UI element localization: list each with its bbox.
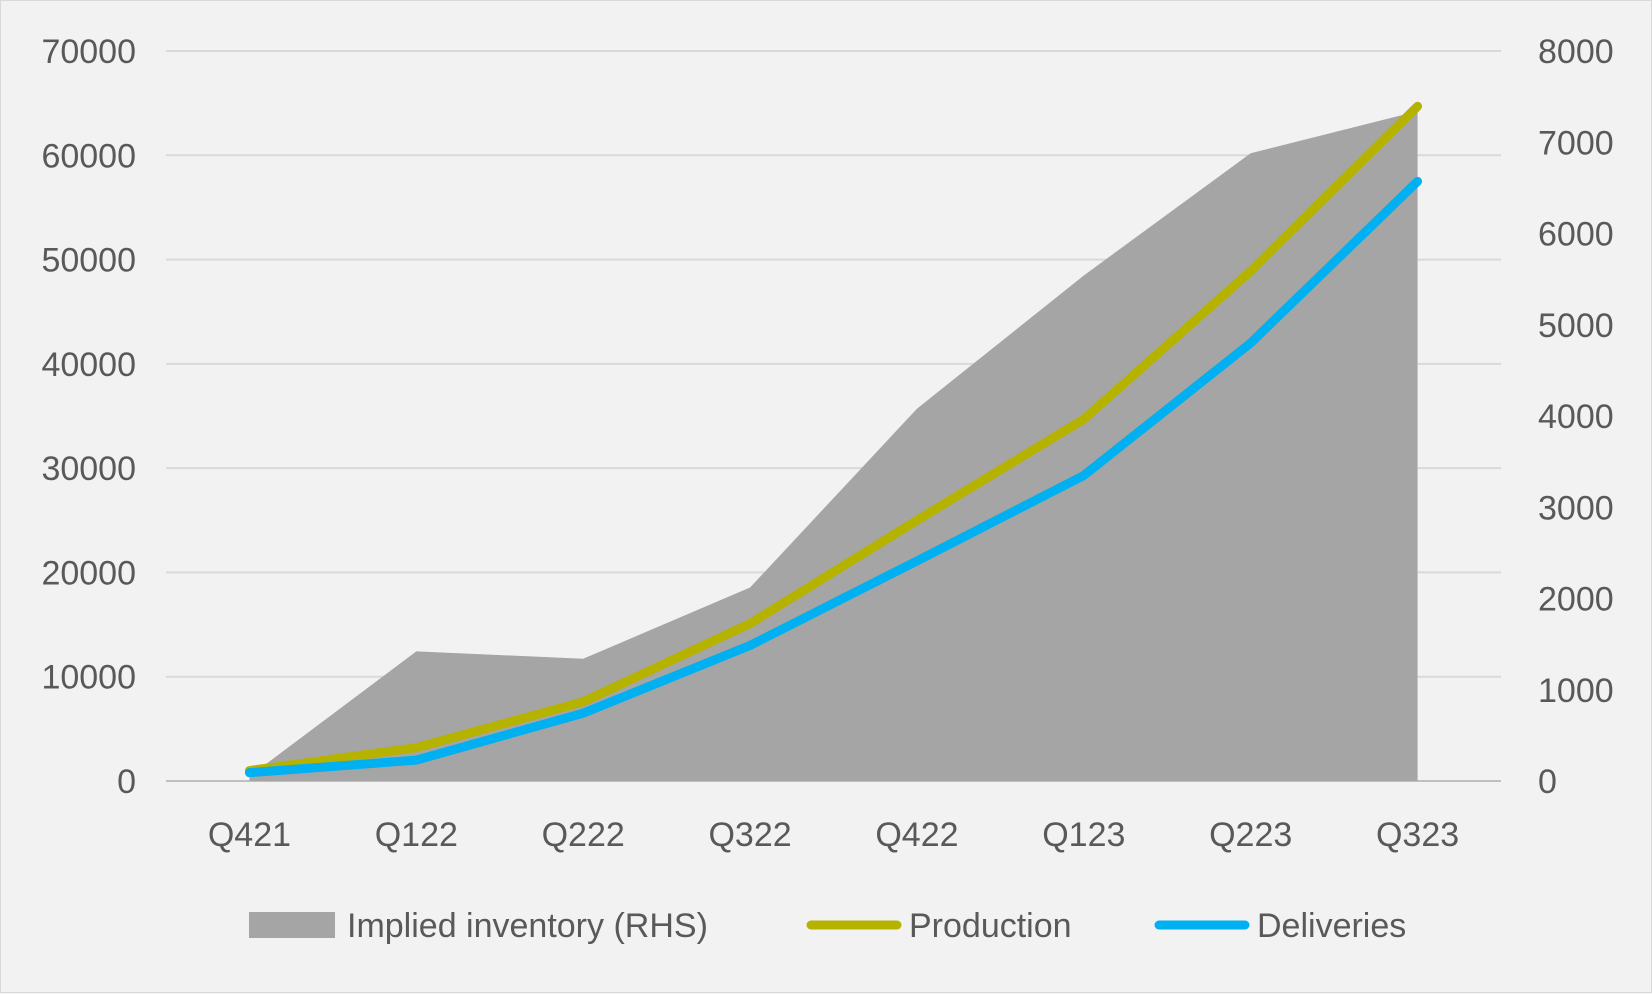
- x-tick-label: Q422: [875, 816, 958, 854]
- y-left-tick-label: 10000: [41, 659, 136, 697]
- x-tick-label: Q223: [1209, 816, 1292, 854]
- x-tick-label: Q323: [1376, 816, 1459, 854]
- y-right-tick-label: 4000: [1538, 398, 1614, 436]
- x-tick-label: Q421: [208, 816, 291, 854]
- y-left-tick-label: 50000: [41, 242, 136, 280]
- y-left-tick-label: 0: [117, 763, 136, 801]
- x-tick-label: Q222: [542, 816, 625, 854]
- legend-label-deliveries: Deliveries: [1257, 907, 1406, 945]
- y-right-tick-label: 7000: [1538, 124, 1614, 162]
- y-right-tick-label: 8000: [1538, 33, 1614, 71]
- y-right-tick-label: 2000: [1538, 581, 1614, 619]
- y-right-tick-label: 3000: [1538, 489, 1614, 527]
- y-right-tick-label: 0: [1538, 763, 1557, 801]
- x-tick-label: Q122: [375, 816, 458, 854]
- legend-swatch-implied-inventory-rhs: [249, 912, 335, 938]
- y-left-tick-label: 70000: [41, 33, 136, 71]
- implied-inventory-rhs-area: [249, 111, 1417, 781]
- y-left-tick-label: 60000: [41, 137, 136, 175]
- legend-label-production: Production: [909, 907, 1072, 945]
- y-right-tick-label: 6000: [1538, 216, 1614, 254]
- y-right-tick-label: 5000: [1538, 307, 1614, 345]
- x-tick-label: Q123: [1042, 816, 1125, 854]
- y-left-tick-label: 40000: [41, 346, 136, 384]
- legend: Implied inventory (RHS) Production Deliver…: [249, 907, 1406, 945]
- x-tick-label: Q322: [708, 816, 791, 854]
- y-left-tick-label: 30000: [41, 450, 136, 488]
- area-series: [249, 111, 1417, 781]
- legend-label-implied-inventory-rhs: Implied inventory (RHS): [347, 907, 708, 945]
- y-right-tick-label: 1000: [1538, 672, 1614, 710]
- y-left-tick-label: 20000: [41, 554, 136, 592]
